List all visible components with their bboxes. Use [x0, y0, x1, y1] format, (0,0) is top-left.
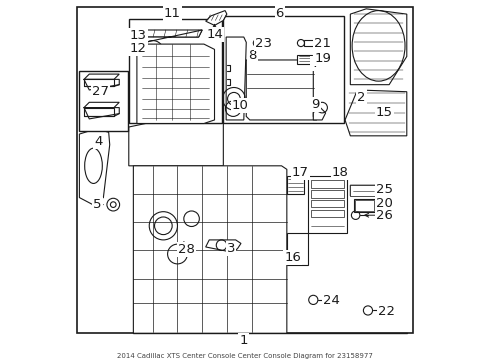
- Polygon shape: [205, 10, 226, 26]
- Text: 14: 14: [205, 28, 223, 41]
- Bar: [222, 16, 344, 123]
- Text: 5: 5: [93, 198, 102, 211]
- Text: 1: 1: [239, 334, 247, 347]
- Bar: [310, 180, 343, 188]
- Bar: [310, 200, 343, 207]
- Polygon shape: [349, 185, 376, 196]
- Text: 7: 7: [311, 57, 319, 70]
- Polygon shape: [137, 30, 202, 37]
- Polygon shape: [84, 74, 119, 79]
- Text: 2014 Cadillac XTS Center Console Center Console Diagram for 23158977: 2014 Cadillac XTS Center Console Center …: [116, 353, 372, 359]
- Polygon shape: [166, 49, 174, 54]
- Polygon shape: [84, 102, 119, 108]
- Bar: [310, 190, 343, 198]
- Text: 3: 3: [226, 242, 235, 255]
- Text: 11: 11: [163, 6, 180, 19]
- Polygon shape: [137, 30, 202, 44]
- Text: 10: 10: [231, 99, 248, 112]
- Text: 9: 9: [311, 98, 319, 111]
- Text: 22: 22: [377, 305, 394, 318]
- Polygon shape: [297, 55, 311, 63]
- Text: 25: 25: [375, 183, 392, 196]
- Text: 4: 4: [94, 135, 102, 148]
- Text: 19: 19: [314, 53, 330, 66]
- Bar: [128, 19, 222, 123]
- Polygon shape: [313, 106, 325, 120]
- Bar: [79, 71, 128, 131]
- Polygon shape: [79, 129, 109, 204]
- Text: 17: 17: [291, 166, 308, 179]
- Polygon shape: [133, 166, 286, 333]
- Text: 24: 24: [323, 294, 339, 307]
- Bar: [349, 185, 376, 196]
- Polygon shape: [246, 60, 316, 120]
- Text: 28: 28: [178, 243, 194, 256]
- Text: 6: 6: [275, 6, 284, 19]
- Polygon shape: [128, 123, 223, 166]
- Polygon shape: [304, 40, 314, 46]
- Text: 18: 18: [331, 166, 348, 179]
- Text: 2: 2: [357, 90, 365, 104]
- Text: 16: 16: [284, 251, 301, 264]
- Polygon shape: [137, 44, 214, 123]
- Text: 20: 20: [375, 197, 392, 210]
- Polygon shape: [84, 108, 114, 116]
- Text: 13: 13: [129, 29, 146, 42]
- Polygon shape: [353, 199, 374, 212]
- Text: 8: 8: [247, 49, 256, 62]
- Text: 21: 21: [314, 37, 331, 50]
- Polygon shape: [286, 176, 304, 194]
- Text: 26: 26: [375, 209, 392, 222]
- Polygon shape: [286, 233, 307, 265]
- Polygon shape: [349, 9, 406, 85]
- Polygon shape: [205, 240, 241, 252]
- Bar: [310, 210, 343, 217]
- Polygon shape: [84, 79, 114, 86]
- Text: 27: 27: [92, 85, 109, 98]
- Bar: [354, 201, 374, 211]
- Text: 15: 15: [375, 106, 392, 119]
- Polygon shape: [225, 37, 246, 120]
- Polygon shape: [307, 176, 346, 233]
- Polygon shape: [345, 90, 406, 136]
- Text: 23: 23: [255, 37, 271, 50]
- Text: 12: 12: [129, 42, 146, 55]
